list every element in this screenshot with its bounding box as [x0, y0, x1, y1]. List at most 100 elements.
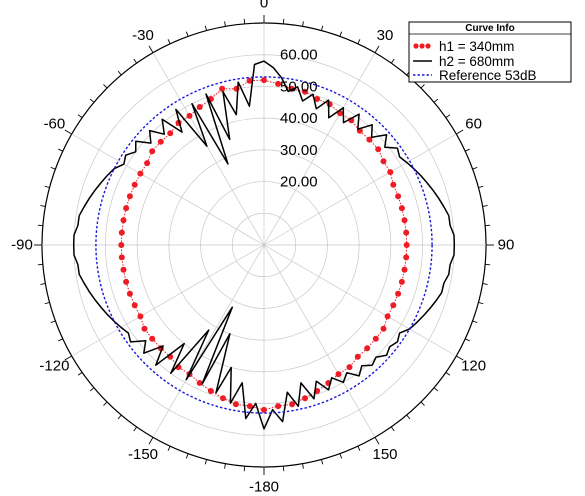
angle-tick-mark: [433, 98, 439, 103]
series-h1-marker: [246, 77, 253, 84]
angle-tick-mark: [64, 129, 72, 135]
angle-tick-label: -60: [44, 116, 66, 133]
angle-tick-mark: [374, 437, 380, 445]
series-h1-marker: [149, 148, 156, 155]
series-h1-marker: [380, 325, 387, 332]
angle-spoke: [263, 244, 457, 357]
angle-tick-mark: [224, 21, 226, 27]
series-reference-circle: [95, 76, 433, 414]
angle-tick-label: -90: [11, 237, 33, 254]
angle-tick-label: -180: [249, 479, 279, 496]
angle-tick-mark: [167, 446, 171, 451]
legend-entry-reference: Reference 53dB: [413, 68, 537, 83]
series-h1-marker: [398, 278, 405, 285]
angle-tick-mark: [357, 446, 361, 451]
angle-tick-mark: [133, 58, 138, 64]
angle-tick-mark: [465, 148, 470, 152]
angle-tick-mark: [40, 205, 46, 207]
angle-tick-mark: [50, 166, 56, 170]
series-h1-marker: [141, 325, 148, 332]
series-h1-marker: [167, 130, 174, 137]
angle-tick-mark: [77, 114, 83, 119]
angle-spoke: [263, 133, 457, 246]
series-h1-marker: [131, 302, 138, 309]
angle-tick-mark: [89, 387, 95, 392]
series-h1-marker: [120, 266, 127, 273]
series-h1-marker: [261, 77, 267, 84]
legend-label-h2: h2 = 680mm: [439, 54, 514, 69]
series-h1-marker: [401, 266, 408, 273]
angle-tick-mark: [58, 338, 63, 342]
series-h1-marker: [326, 101, 333, 108]
angle-tick-mark: [433, 387, 439, 392]
series-h1-marker: [366, 136, 373, 143]
angle-tick-mark: [302, 463, 304, 469]
angle-tick-mark: [321, 459, 324, 465]
series-h1-marker: [219, 85, 226, 92]
series-h1-marker: [261, 406, 267, 413]
legend-box: [408, 21, 572, 83]
series-h1-marker: [403, 254, 410, 261]
angle-tick-label: 150: [372, 446, 397, 463]
angle-spoke: [263, 244, 376, 438]
angle-tick-mark: [482, 283, 488, 285]
series-h1-marker: [157, 138, 164, 145]
angle-tick-mark: [77, 371, 83, 376]
angle-tick-mark: [478, 185, 484, 188]
legend-swatch-h1: [419, 43, 425, 49]
angle-spoke: [263, 52, 376, 246]
series-h1-marker: [118, 229, 125, 236]
legend-swatch-h1: [413, 43, 419, 49]
angle-tick-mark: [148, 437, 154, 445]
series-h1-marker: [144, 160, 151, 167]
legend-title: Curve Info: [465, 23, 514, 34]
angle-tick-mark: [302, 21, 304, 27]
series-h1-marker: [220, 395, 226, 402]
radial-tick-label: 40.00: [280, 110, 318, 127]
polar-grid: [34, 15, 494, 475]
angle-tick-mark: [204, 25, 207, 31]
angle-tick-mark: [339, 453, 343, 459]
series-h1-marker: [126, 290, 133, 297]
angle-spoke: [71, 133, 265, 246]
angle-tick-label: 90: [498, 237, 515, 254]
angle-tick-mark: [456, 355, 464, 361]
legend-label-h1: h1 = 340mm: [439, 39, 514, 54]
angle-tick-mark: [465, 338, 470, 342]
angle-tick-mark: [89, 98, 95, 103]
angle-tick-mark: [445, 114, 451, 119]
series-h1-marker: [384, 313, 391, 320]
series-h1-marker: [314, 96, 321, 102]
series-h1-marker: [137, 313, 144, 320]
radial-tick-label: 50.00: [280, 78, 318, 95]
series-h1-marker: [390, 302, 397, 309]
series-h1-marker: [398, 205, 405, 212]
series-h1-marker: [120, 217, 127, 224]
series-h1-marker: [186, 112, 193, 119]
series-h1-marker: [403, 229, 410, 236]
series-h1-marker: [123, 278, 130, 285]
angle-tick-mark: [406, 414, 411, 420]
angle-tick-label: 60: [465, 116, 482, 133]
axis-labels: 0 30 60 90 120 150 -180 -150 -120 -90 -60 -30 20.00 3…: [11, 0, 514, 496]
angle-tick-mark: [321, 25, 324, 31]
angle-tick-mark: [390, 58, 395, 64]
angle-tick-mark: [167, 39, 171, 44]
angle-tick-mark: [58, 148, 63, 152]
series-h1-marker: [401, 217, 408, 224]
angle-tick-mark: [185, 453, 189, 459]
angle-tick-label: 120: [461, 358, 486, 375]
legend-swatch-h1: [425, 43, 431, 49]
angle-tick-mark: [445, 371, 451, 376]
angle-tick-mark: [50, 320, 56, 324]
angle-tick-mark: [40, 283, 46, 285]
series-layer: [72, 60, 456, 430]
angle-tick-mark: [482, 205, 488, 207]
series-h1-marker: [137, 170, 144, 177]
angle-tick-mark: [390, 426, 395, 432]
series-h1-marker: [275, 403, 282, 410]
angle-tick-mark: [64, 355, 72, 361]
angle-spoke: [71, 244, 265, 357]
series-h1-marker: [335, 371, 342, 378]
